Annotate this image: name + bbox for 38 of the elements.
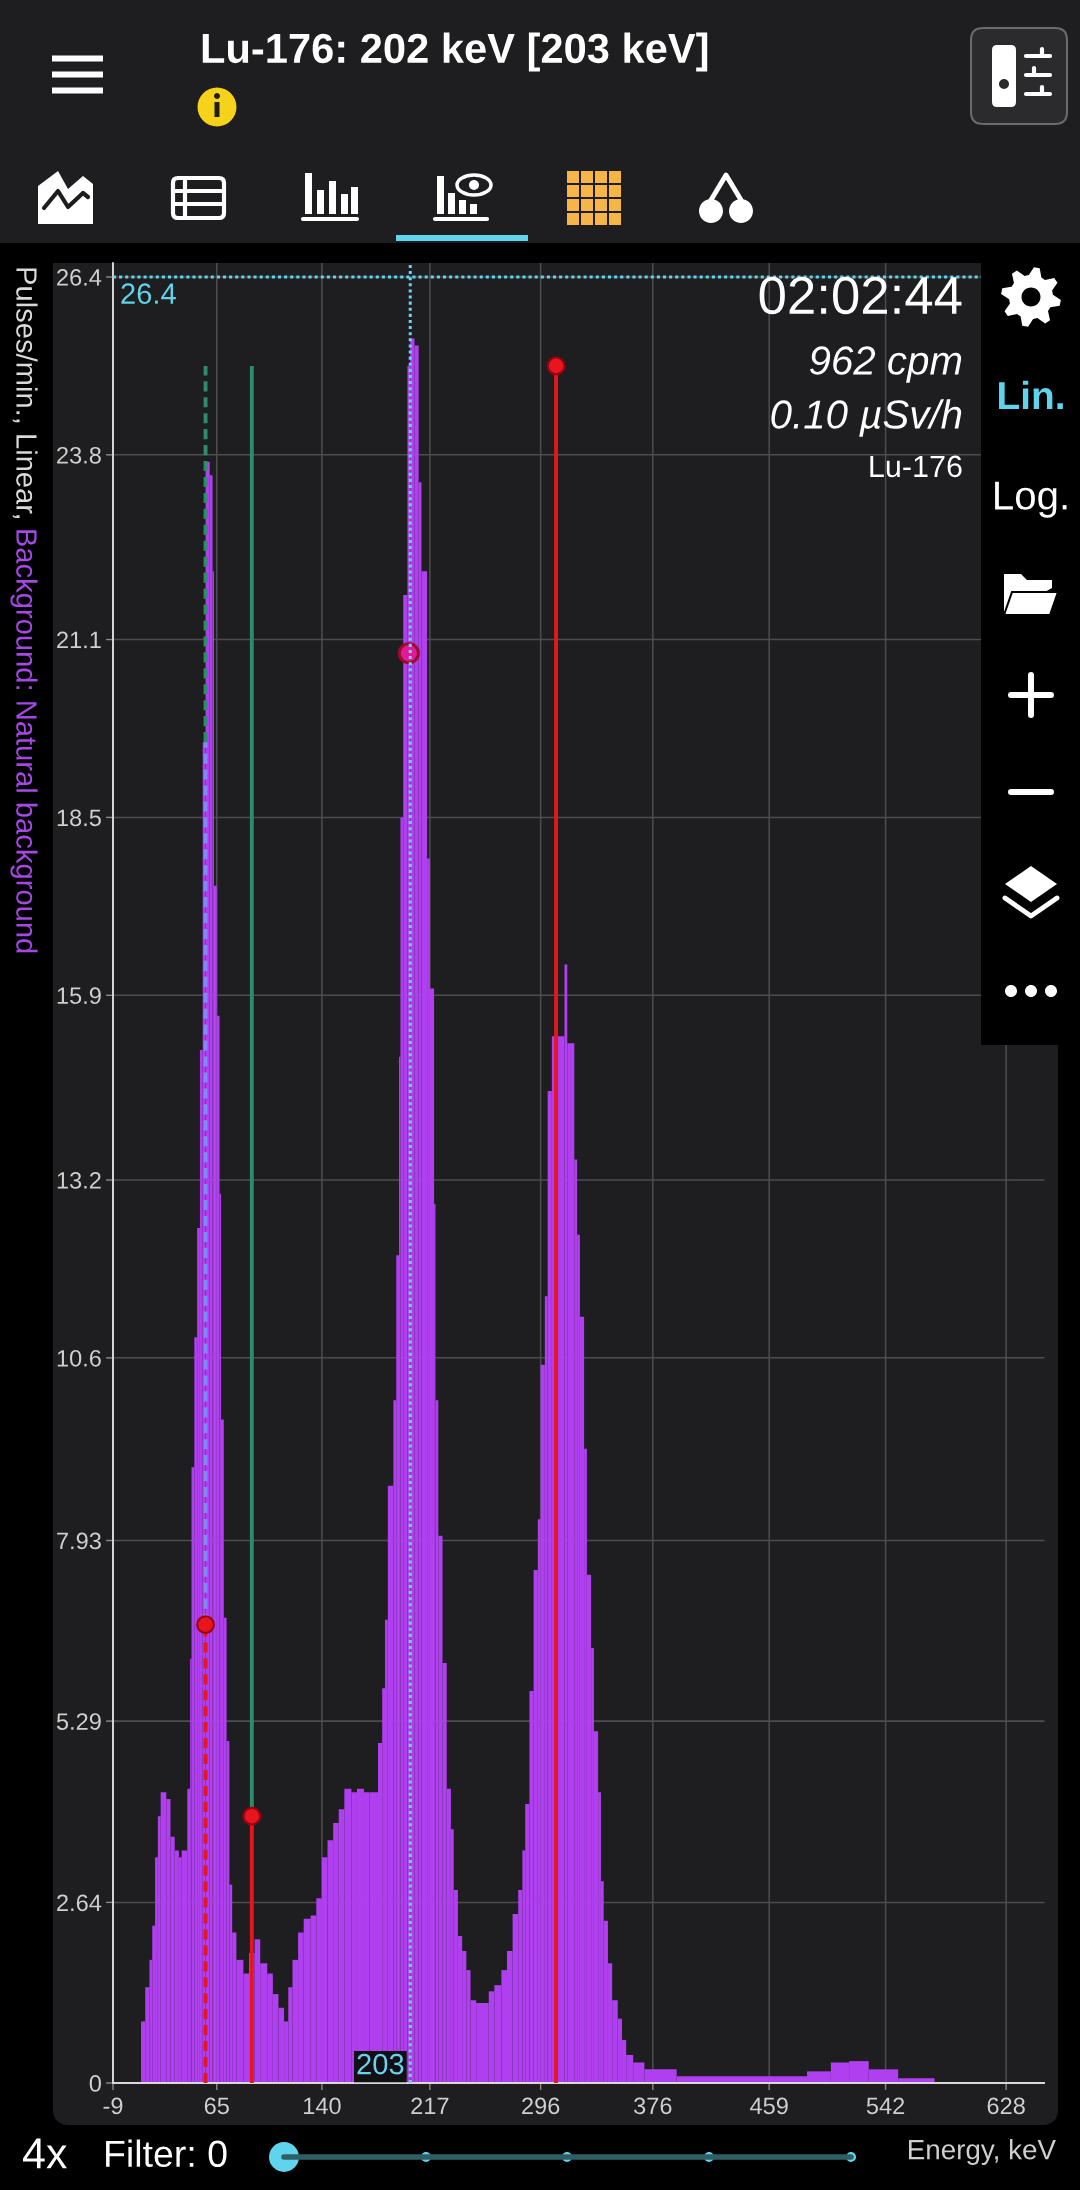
x-tick-label: 376: [634, 2097, 672, 2115]
y-tick-label: 7.93: [57, 1532, 101, 1550]
x-tick-label: 296: [522, 2097, 560, 2115]
annotation: Lin.: [999, 380, 1063, 410]
chart-title: Lu-176: 202 keV [203 keV]: [202, 32, 708, 72]
text: 4x: [22, 2138, 68, 2169]
point: [546, 356, 566, 376]
annotation: 962 cpm: [809, 346, 962, 383]
annotation: 0.10 µSv/h: [771, 399, 962, 437]
y-tick-label: 15.9: [57, 987, 101, 1005]
y-tick-label: 5.29: [56, 1713, 101, 1730]
y-tick-label: 10.6: [57, 1349, 101, 1367]
y-tick-label: 0: [89, 2075, 101, 2092]
y-tick-label: 2.64: [57, 1894, 102, 1912]
y-tick-label: 18.5: [57, 809, 101, 827]
x-tick-label: 628: [987, 2097, 1025, 2115]
point: [397, 642, 420, 665]
y-tick-label: 23.8: [57, 446, 101, 464]
ref-line-label: 26.4: [121, 283, 176, 304]
x-tick-label: 459: [750, 2097, 788, 2115]
text: Filter: 0: [106, 2139, 227, 2168]
x-tick-label: 140: [304, 2097, 341, 2115]
x-tick-label: -9: [103, 2097, 123, 2115]
y-axis-title: Pulses/min., Linear,: [12, 268, 38, 518]
point: [196, 1615, 215, 1635]
y-tick-label: 26.4: [57, 269, 102, 286]
x-tick-label: 65: [204, 2097, 229, 2115]
x-tick-label: 217: [411, 2097, 449, 2114]
annotation: Log.: [995, 481, 1067, 518]
annotation: Lu-176: [870, 455, 962, 478]
y-tick-label: 13.2: [57, 1172, 101, 1189]
point: [242, 1806, 262, 1826]
annotation: 02:02:44: [759, 276, 962, 315]
ref-line-label: 203: [357, 2053, 404, 2075]
x-axis-title: Energy, keV: [909, 2139, 1056, 2165]
x-tick-label: 542: [866, 2097, 905, 2115]
text: Background: Natural background: [10, 530, 38, 953]
y-tick-label: 21.1: [57, 631, 101, 649]
